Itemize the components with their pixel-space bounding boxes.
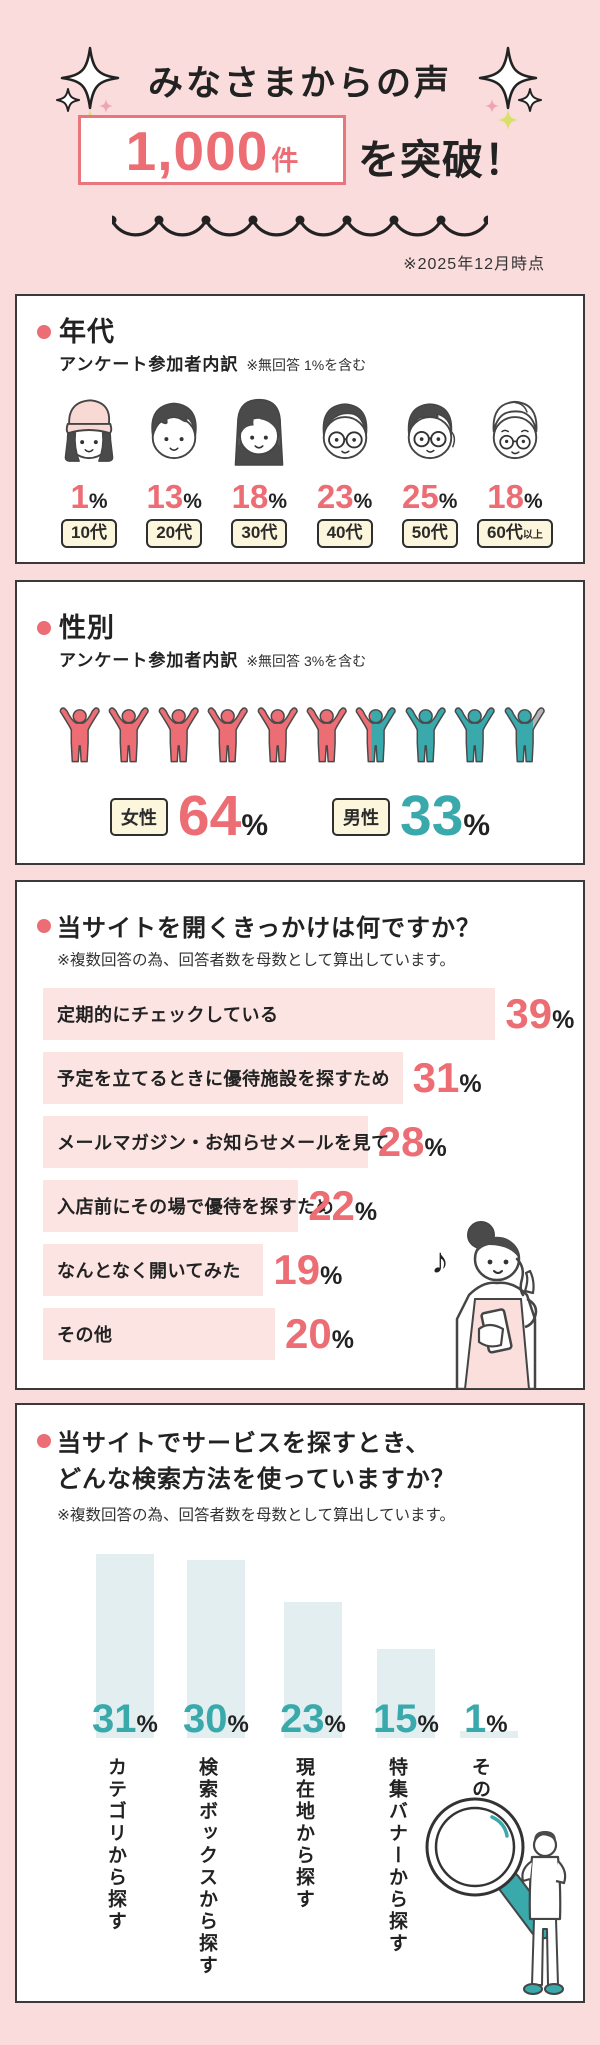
age-group-20s: 13% 20代 bbox=[134, 382, 214, 548]
gender-section-card: 性別 アンケート参加者内訳 ※無回答 3%を含む bbox=[15, 580, 585, 865]
trigger-section-card: 当サイトを開くきっかけは何ですか？ ※複数回答の為、回答者数を母数として算出して… bbox=[15, 880, 585, 1390]
bar: なんとなく開いてみた bbox=[43, 1244, 264, 1296]
music-note-icon: ♪ bbox=[431, 1240, 449, 1281]
bar-row: 入店前にその場で優待を探すため 22% bbox=[43, 1180, 575, 1232]
wave-divider bbox=[112, 215, 488, 237]
bullet-icon bbox=[37, 1434, 51, 1448]
female-label-box: 女性 bbox=[109, 797, 168, 836]
age-note: ※無回答 1%を含む bbox=[246, 357, 367, 373]
trigger-bar-chart: 定期的にチェックしている 39% 予定を立てるときに優待施設を探すため 31% … bbox=[43, 988, 575, 1372]
age-group-50s: 25% 50代 bbox=[390, 382, 470, 548]
face-teen-icon bbox=[64, 399, 114, 462]
bar-row: メールマガジン・お知らせメールを見て 28% bbox=[43, 1116, 575, 1168]
age-groups: 1% 10代 13% 20代 bbox=[49, 382, 555, 548]
search-section-card: 当サイトでサービスを探すとき、 どんな検索方法を使っていますか？ ※複数回答の為… bbox=[15, 1403, 585, 2003]
bar-label: カテゴリから探す bbox=[105, 1757, 126, 1933]
age-section-card: 年代 アンケート参加者内訳 ※無回答 1%を含む 1% 10代 bbox=[15, 294, 585, 564]
trigger-section-title: 当サイトを開くきっかけは何ですか？ bbox=[57, 915, 482, 942]
face-40s-icon bbox=[322, 403, 367, 460]
bar bbox=[187, 1560, 245, 1738]
count-number: 1,000 bbox=[125, 120, 269, 182]
person-figure bbox=[306, 707, 347, 763]
woman-with-phone-illustration: ♪ bbox=[431, 1221, 538, 1389]
person-figure bbox=[109, 707, 150, 763]
bar bbox=[460, 1731, 518, 1738]
age-label-box: 40代 bbox=[316, 519, 373, 548]
person-figure bbox=[207, 707, 248, 763]
person-figure bbox=[454, 707, 495, 763]
bar bbox=[284, 1601, 342, 1738]
search-bar-chart: 31% 30% 23% 15% 1% カテゴリから探す 検索ボックスから探す 現… bbox=[17, 1405, 587, 2005]
bar: その他 bbox=[43, 1308, 275, 1360]
bullet-icon bbox=[37, 621, 51, 635]
gender-note: ※無回答 3%を含む bbox=[246, 653, 367, 669]
bullet-icon bbox=[37, 919, 51, 933]
bar-label: 検索ボックスから探す bbox=[196, 1757, 217, 1977]
age-group-60s: 18% 60代 以上 bbox=[475, 382, 555, 548]
search-section-title-line2: どんな検索方法を使っていますか？ bbox=[57, 1466, 456, 1493]
bar-label: 現在地から探す bbox=[293, 1757, 314, 1911]
person-figure bbox=[59, 707, 100, 763]
age-group-40s: 23% 40代 bbox=[305, 382, 385, 548]
person-figure bbox=[158, 707, 199, 763]
bar bbox=[377, 1649, 435, 1738]
age-label-box: 30代 bbox=[231, 519, 288, 548]
bar-label: 特集バナーから探す bbox=[386, 1757, 407, 1955]
gender-figures bbox=[55, 680, 549, 790]
face-30s-icon bbox=[235, 398, 284, 466]
age-group-30s: 18% 30代 bbox=[219, 382, 299, 548]
bar: メールマガジン・お知らせメールを見て bbox=[43, 1116, 389, 1168]
person-figure bbox=[356, 707, 397, 763]
age-label-box: 50代 bbox=[401, 519, 458, 548]
male-label-box: 男性 bbox=[332, 797, 390, 836]
face-senior-icon bbox=[492, 400, 538, 460]
age-section-title: 年代 bbox=[59, 317, 115, 347]
person-figure bbox=[405, 707, 446, 763]
gender-section-title: 性別 bbox=[59, 613, 115, 643]
search-section-title-line1: 当サイトでサービスを探すとき、 bbox=[57, 1430, 431, 1457]
sparkle-icon bbox=[478, 46, 542, 130]
bar: 定期的にチェックしている bbox=[43, 988, 496, 1040]
male-result: 男性 33% bbox=[332, 788, 490, 845]
gender-values: 女性 64% 男性 33% bbox=[17, 788, 583, 845]
date-note: ※2025年12月時点 bbox=[403, 256, 545, 273]
person-figure bbox=[504, 707, 545, 763]
bar-row: 定期的にチェックしている 39% bbox=[43, 988, 575, 1040]
person-figure bbox=[257, 707, 298, 763]
count-suffix: を突破！ bbox=[358, 137, 526, 183]
face-20s-icon bbox=[151, 402, 197, 460]
bar: 入店前にその場で優待を探すため bbox=[43, 1180, 334, 1232]
page-title: みなさまからの声 bbox=[147, 64, 452, 103]
gender-subtitle: アンケート参加者内訳 bbox=[59, 651, 239, 670]
age-label-box: 60代 以上 bbox=[476, 519, 553, 548]
bar-row: その他 20% bbox=[43, 1308, 575, 1360]
age-subtitle: アンケート参加者内訳 bbox=[59, 355, 239, 374]
count-box: 1,000 件 bbox=[78, 115, 346, 185]
bar-row: 予定を立てるときに優待施設を探すため 31% bbox=[43, 1052, 575, 1104]
age-label-box: 20代 bbox=[146, 519, 203, 548]
age-group-10s: 1% 10代 bbox=[49, 382, 129, 548]
bar: 予定を立てるときに優待施設を探すため bbox=[43, 1052, 403, 1104]
magnifier-man-illustration bbox=[425, 1797, 567, 1995]
female-result: 女性 64% bbox=[109, 788, 268, 845]
face-50s-icon bbox=[407, 403, 455, 460]
bullet-icon bbox=[37, 325, 51, 339]
search-note: ※複数回答の為、回答者数を母数として算出しています。 bbox=[57, 1507, 456, 1524]
bar-row: なんとなく開いてみた 19% bbox=[43, 1244, 575, 1296]
bar bbox=[96, 1554, 154, 1738]
age-label-box: 10代 bbox=[61, 519, 117, 548]
count-unit: 件 bbox=[271, 146, 299, 176]
trigger-note: ※複数回答の為、回答者数を母数として算出しています。 bbox=[57, 952, 456, 969]
